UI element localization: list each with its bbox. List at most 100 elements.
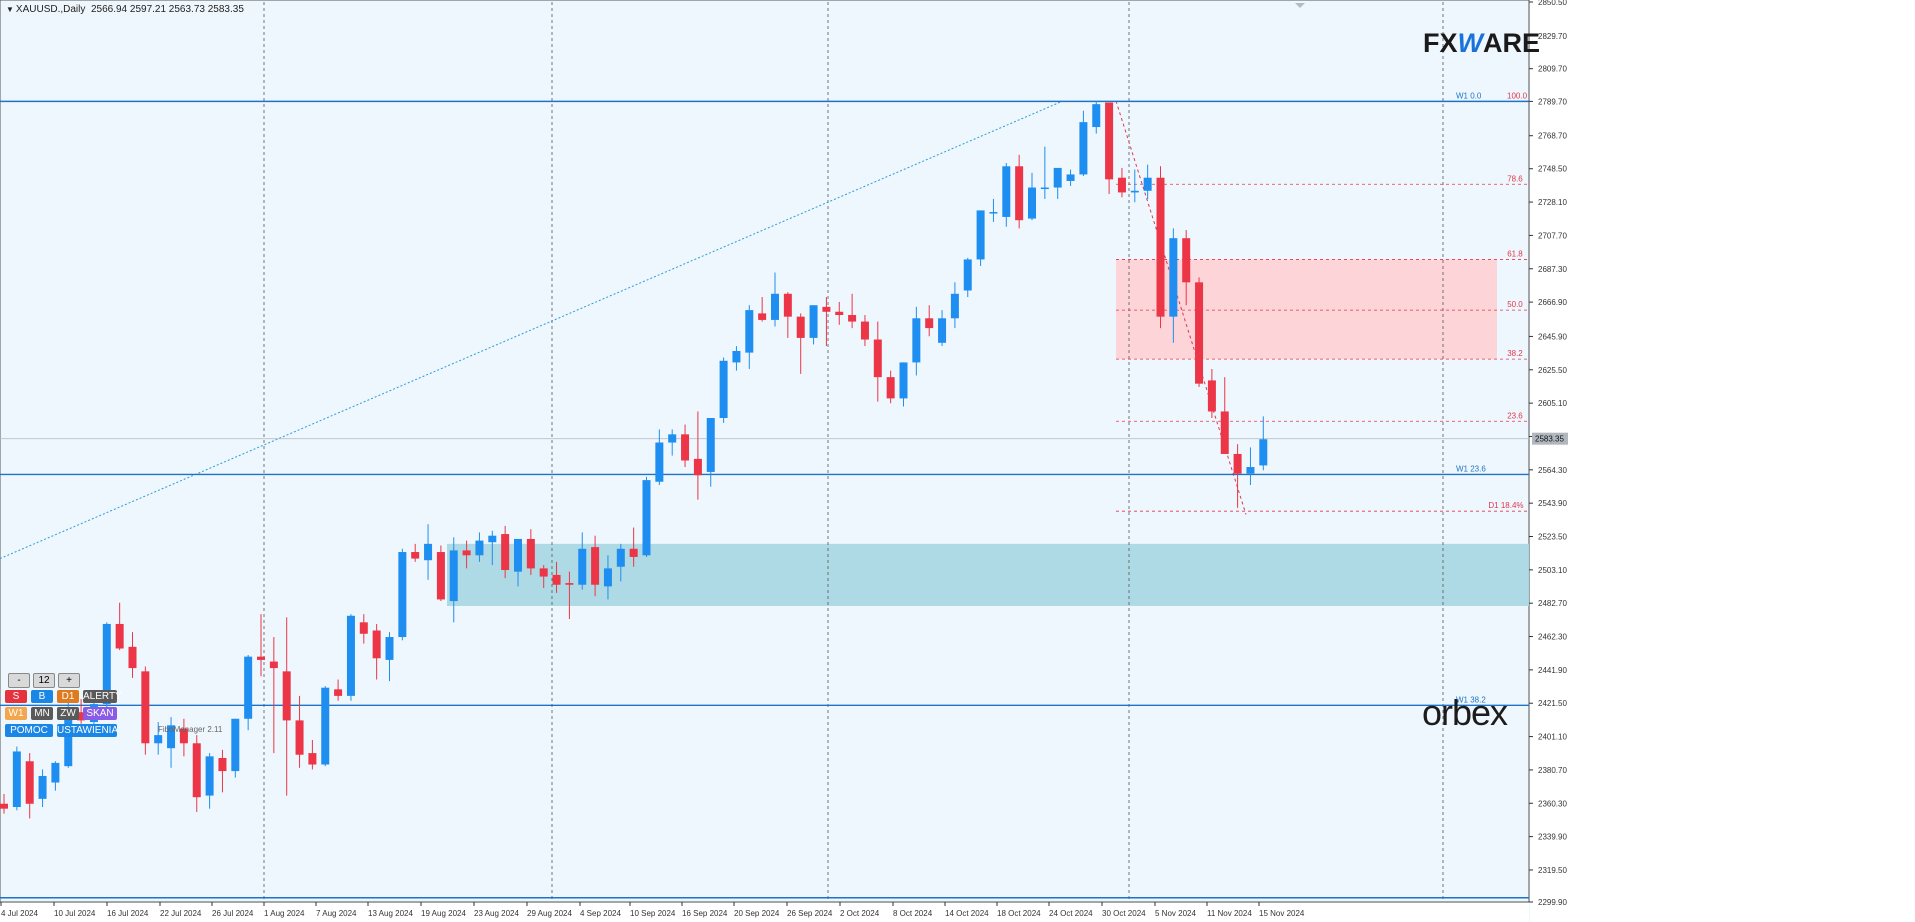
mn-button[interactable]: MN: [31, 707, 53, 720]
candle-body: [205, 756, 214, 796]
candle-body: [179, 728, 188, 744]
fib-label: 38.2: [1507, 349, 1523, 358]
candle-body: [565, 583, 574, 585]
symbol-name: XAUUSD.,Daily: [15, 4, 86, 15]
candle-body: [1182, 238, 1191, 283]
candle-body: [1117, 177, 1126, 193]
candle-body: [372, 630, 381, 659]
candle-body: [411, 552, 420, 559]
help-button[interactable]: POMOC: [5, 724, 53, 737]
x-tick-label: 10 Sep 2024: [630, 909, 676, 918]
candle-body: [539, 568, 548, 577]
candle-body: [1259, 439, 1268, 466]
candle-body: [963, 259, 972, 291]
x-tick-label: 11 Nov 2024: [1207, 909, 1252, 918]
count-field[interactable]: 12: [33, 673, 55, 688]
alerts-button[interactable]: ALERTY: [83, 690, 122, 703]
candle-body: [295, 720, 304, 755]
candle-body: [308, 753, 317, 765]
d1-button[interactable]: D1: [57, 690, 79, 703]
candle-body: [218, 757, 227, 772]
zw-button[interactable]: ZW: [57, 707, 79, 720]
candle-body: [925, 318, 934, 329]
fibo-manager-label: FiboManager 2.11: [158, 725, 223, 734]
x-tick-label: 30 Oct 2024: [1102, 909, 1146, 918]
candle-body: [629, 548, 638, 557]
x-tick-label: 18 Oct 2024: [997, 909, 1041, 918]
candle-body: [1053, 167, 1062, 188]
candle-body: [192, 743, 201, 798]
candle-body: [616, 548, 625, 567]
candle-body: [167, 725, 176, 749]
candle-body: [1207, 380, 1216, 412]
candle-body: [642, 480, 651, 556]
scan-button[interactable]: SKAN: [83, 707, 117, 720]
x-tick-label: 2 Oct 2024: [840, 909, 880, 918]
candle-body: [1130, 190, 1139, 193]
candle-body: [835, 311, 844, 316]
fib-label: 50.0: [1507, 300, 1523, 309]
candle-body: [25, 761, 34, 804]
candle-body: [385, 637, 394, 660]
candle-body: [668, 434, 677, 443]
candle-body: [1246, 467, 1255, 474]
increase-button[interactable]: +: [58, 673, 80, 688]
w1-button[interactable]: W1: [5, 707, 27, 720]
y-tick-label: 2666.90: [1538, 298, 1567, 307]
x-tick-label: 20 Sep 2024: [734, 909, 780, 918]
candle-body: [693, 458, 702, 476]
y-tick-label: 2728.10: [1538, 198, 1567, 207]
candle-body: [64, 710, 73, 767]
candle-body: [77, 712, 86, 721]
candle-body: [321, 687, 330, 765]
candle-body: [1092, 104, 1101, 128]
candle-body: [822, 306, 831, 312]
candle-body: [603, 568, 612, 587]
x-tick-label: 22 Jul 2024: [160, 909, 202, 918]
candle-body: [989, 212, 998, 214]
candle-body: [128, 646, 137, 669]
candle-body: [1015, 166, 1024, 221]
candle-body: [1156, 177, 1165, 317]
y-tick-label: 2625.50: [1538, 366, 1567, 375]
decrease-button[interactable]: -: [8, 673, 30, 688]
x-tick-label: 15 Nov 2024: [1259, 909, 1305, 918]
candle-body: [1195, 282, 1204, 384]
settings-button[interactable]: USTAWIENIA: [57, 724, 119, 737]
candle-body: [1079, 122, 1088, 175]
candle-body: [681, 434, 690, 461]
y-tick-label: 2748.50: [1538, 165, 1567, 174]
x-tick-label: 7 Aug 2024: [316, 909, 357, 918]
x-tick-label: 16 Jul 2024: [107, 909, 149, 918]
candle-body: [706, 418, 715, 472]
candle-body: [886, 377, 895, 399]
candle-body: [346, 615, 355, 696]
x-tick-label: 19 Aug 2024: [421, 909, 466, 918]
candle-body: [334, 689, 343, 696]
y-tick-label: 2543.90: [1538, 499, 1567, 508]
level-label: W1 0.0: [1456, 91, 1482, 100]
y-tick-label: 2360.30: [1538, 799, 1567, 808]
y-tick-label: 2421.50: [1538, 699, 1567, 708]
candle-body: [655, 442, 664, 482]
trend-line: [0, 100, 1063, 560]
fib-label: 78.6: [1507, 174, 1523, 183]
candle-body: [912, 318, 921, 363]
candle-body: [873, 339, 882, 378]
dropdown-arrow-icon[interactable]: ▼: [6, 5, 14, 14]
y-tick-label: 2768.70: [1538, 132, 1567, 141]
candle-body: [475, 540, 484, 556]
y-tick-label: 2687.30: [1538, 265, 1567, 274]
x-tick-label: 8 Oct 2024: [893, 909, 933, 918]
candle-body: [745, 310, 754, 353]
buy-button[interactable]: B: [31, 690, 53, 703]
candle-body: [552, 574, 561, 585]
candle-body: [38, 775, 47, 799]
sell-button[interactable]: S: [5, 690, 27, 703]
candle-body: [899, 362, 908, 399]
x-tick-label: 5 Nov 2024: [1155, 909, 1196, 918]
candle-body: [282, 671, 291, 721]
candle-body: [783, 293, 792, 317]
